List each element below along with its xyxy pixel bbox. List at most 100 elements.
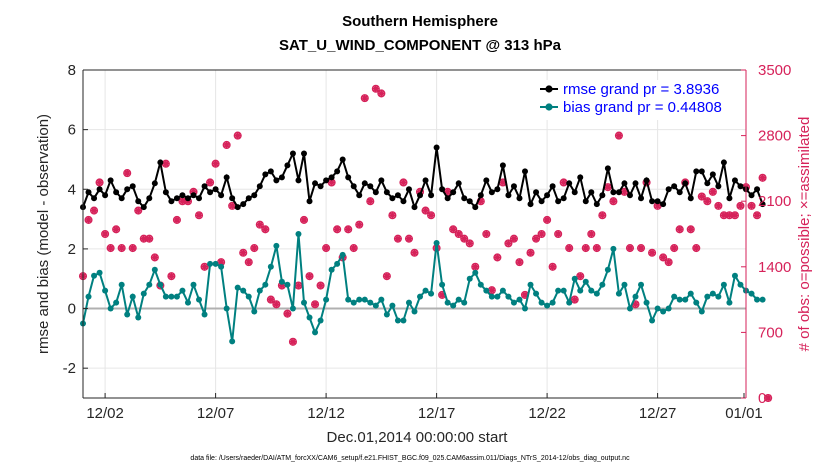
rmse-point	[157, 159, 164, 166]
rmse-point	[361, 180, 368, 187]
bias-point	[184, 299, 191, 306]
bias-point	[278, 278, 285, 285]
obs-assimilated-marker	[753, 211, 761, 219]
legend-box	[536, 80, 740, 120]
y-tick-label-right: 2800	[758, 128, 791, 145]
obs-assimilated-marker	[576, 272, 584, 280]
obs-assimilated-marker	[604, 183, 612, 191]
bias-point	[328, 266, 335, 273]
x-tick-label: 12/17	[418, 405, 456, 422]
x-tick-label: 12/27	[639, 405, 677, 422]
rmse-point	[610, 189, 617, 196]
bias-point	[334, 260, 341, 267]
rmse-point	[179, 192, 186, 199]
bias-point	[301, 299, 307, 306]
bias-point	[472, 269, 479, 276]
obs-assimilated-marker	[95, 178, 104, 187]
rmse-point	[124, 186, 131, 193]
obs-assimilated-marker	[692, 244, 700, 252]
bias-point	[356, 296, 363, 303]
bias-point	[245, 293, 252, 300]
obs-assimilated-marker	[764, 394, 773, 402]
obs-assimilated-marker	[609, 197, 617, 205]
rmse-point	[660, 201, 667, 208]
bias-point	[85, 293, 92, 300]
bias-point	[759, 296, 766, 303]
obs-assimilated-marker	[217, 258, 225, 266]
rmse-point	[234, 204, 241, 211]
bias-point	[604, 266, 611, 273]
rmse-point	[262, 171, 269, 178]
obs-assimilated-marker	[383, 272, 391, 280]
bias-point	[251, 308, 258, 315]
rmse-point	[96, 186, 103, 193]
legend: rmse grand pr = 3.8936 bias grand pr = 0…	[536, 80, 740, 120]
rmse-point	[483, 177, 490, 184]
rmse-point	[555, 198, 562, 205]
obs-assimilated-marker	[515, 258, 524, 266]
obs-assimilated-marker	[84, 216, 93, 224]
obs-assimilated-marker	[344, 225, 352, 233]
legend-bias-label: bias grand pr = 0.44808	[563, 99, 722, 116]
rmse-point	[428, 192, 435, 199]
obs-assimilated-marker	[482, 230, 490, 238]
bias-point	[693, 299, 700, 306]
bias-point	[405, 299, 412, 306]
bias-point	[124, 311, 131, 318]
rmse-point	[162, 189, 169, 196]
rmse-point	[720, 159, 727, 166]
bias-point	[626, 305, 633, 312]
y-tick-label-left: 0	[68, 301, 76, 318]
obs-assimilated-marker	[223, 141, 231, 149]
legend-rmse-marker	[545, 85, 553, 93]
data-file-footnote: data file: /Users/raeder/DAI/ATM_forcXX/…	[190, 455, 630, 462]
obs-assimilated-marker	[565, 244, 573, 252]
obs-assimilated-marker	[438, 291, 446, 299]
bias-point	[455, 296, 462, 303]
rmse-point	[129, 183, 136, 190]
bias-point	[477, 281, 484, 288]
obs-assimilated-marker	[410, 249, 419, 257]
obs-assimilated-marker	[549, 263, 557, 271]
y-tick-label-right: 0	[758, 390, 766, 407]
rmse-point	[367, 183, 374, 190]
rmse-point	[184, 195, 191, 202]
obs-assimilated-marker	[173, 216, 181, 224]
bias-point	[118, 281, 125, 288]
rmse-point	[533, 189, 540, 196]
bias-point	[466, 275, 473, 282]
obs-assimilated-marker	[361, 94, 369, 102]
bias-point	[223, 305, 230, 312]
bias-point	[295, 231, 302, 237]
obs-assimilated-marker	[311, 300, 319, 308]
obs-assimilated-marker	[90, 206, 98, 215]
bias-point	[240, 287, 247, 294]
rmse-point	[737, 183, 744, 190]
obs-assimilated-marker	[118, 244, 126, 252]
obs-assimilated-marker	[687, 225, 695, 233]
bias-point	[433, 239, 440, 246]
obs-assimilated-marker	[294, 281, 303, 290]
rmse-point	[560, 195, 567, 202]
rmse-point	[168, 198, 175, 205]
rmse-point	[284, 162, 291, 169]
bias-point	[339, 251, 346, 258]
obs-assimilated-marker	[322, 244, 330, 252]
chart-title: Southern Hemisphere	[342, 13, 498, 30]
bias-point	[704, 293, 711, 300]
bias-point	[444, 299, 451, 306]
obs-assimilated-marker	[488, 286, 496, 294]
rmse-point	[245, 195, 252, 202]
rmse-point	[417, 192, 424, 199]
obs-assimilated-marker	[460, 235, 468, 243]
rmse-point	[632, 180, 639, 187]
bias-point	[367, 299, 374, 306]
rmse-point	[295, 177, 302, 184]
rmse-point	[405, 186, 412, 193]
bias-point	[632, 293, 639, 300]
rmse-point	[190, 192, 197, 199]
y-tick-label-left: 8	[68, 62, 76, 79]
bias-point	[494, 293, 501, 300]
obs-assimilated-marker	[189, 188, 198, 196]
